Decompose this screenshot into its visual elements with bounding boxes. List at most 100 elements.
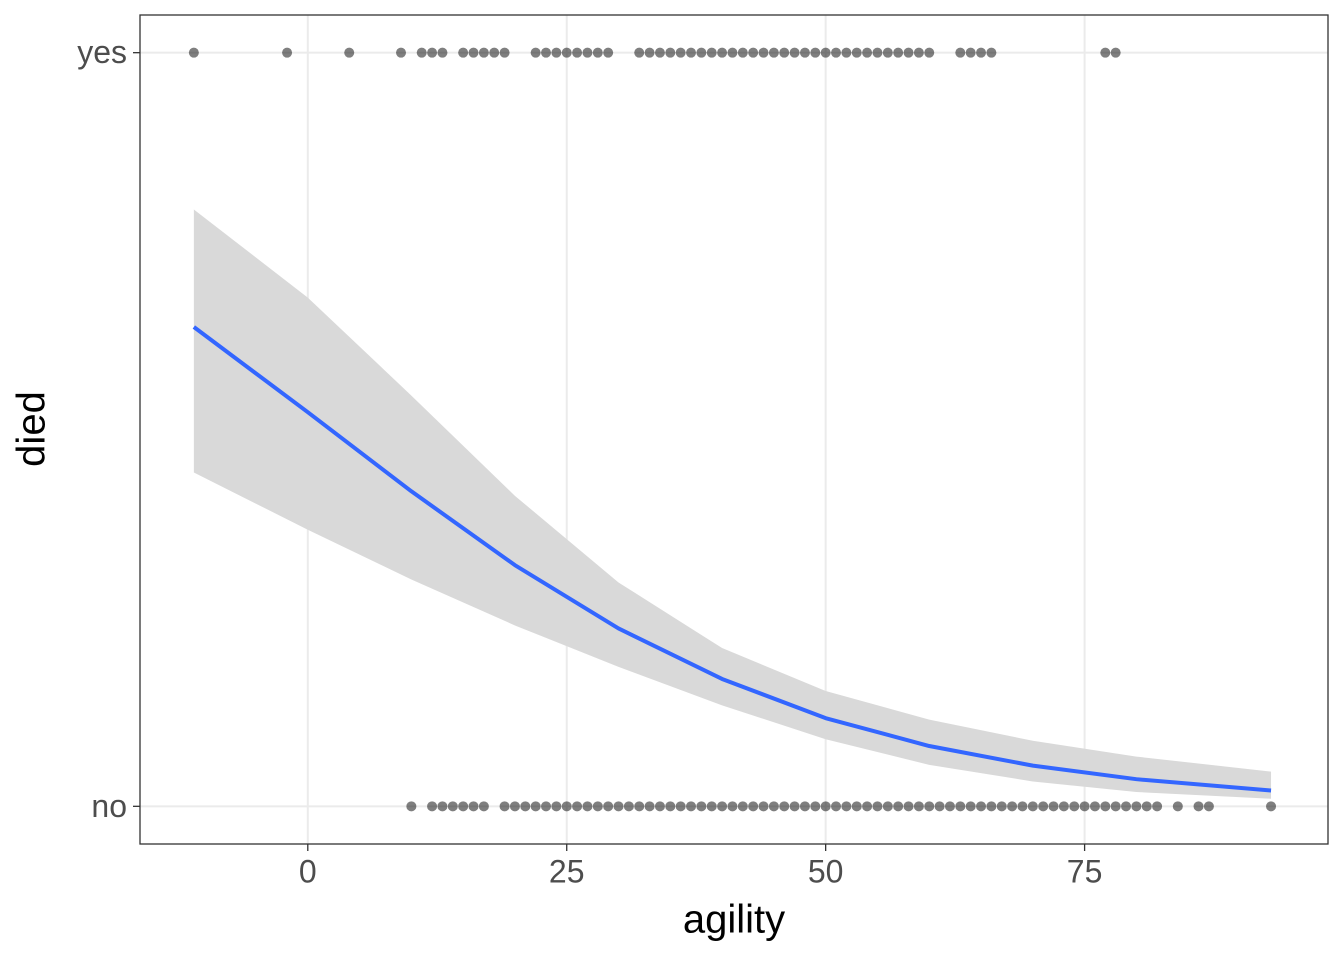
point <box>665 47 676 58</box>
y-tick-label: no <box>91 788 127 824</box>
point <box>1141 801 1152 812</box>
point <box>799 801 810 812</box>
point <box>1089 801 1100 812</box>
point <box>572 47 583 58</box>
point <box>862 801 873 812</box>
point <box>955 801 966 812</box>
point <box>427 47 438 58</box>
point <box>541 47 552 58</box>
point <box>789 801 800 812</box>
point <box>913 801 924 812</box>
point <box>1152 801 1163 812</box>
point <box>1100 801 1111 812</box>
point <box>1017 801 1028 812</box>
point <box>976 47 987 58</box>
point <box>406 801 417 812</box>
point <box>779 801 790 812</box>
point <box>996 801 1007 812</box>
point <box>686 47 697 58</box>
point <box>644 47 655 58</box>
point <box>1131 801 1142 812</box>
fit-layer <box>192 325 1272 793</box>
point <box>551 47 562 58</box>
point <box>1110 47 1121 58</box>
point <box>924 801 935 812</box>
point <box>748 47 759 58</box>
point <box>489 47 500 58</box>
point <box>934 801 945 812</box>
point <box>1121 801 1132 812</box>
points-layer <box>188 47 1277 812</box>
point <box>1100 47 1111 58</box>
point <box>913 47 924 58</box>
point <box>810 801 821 812</box>
point <box>541 801 552 812</box>
point <box>675 47 686 58</box>
x-tick-label: 0 <box>299 853 317 889</box>
point <box>686 801 697 812</box>
x-tick-label: 50 <box>808 853 844 889</box>
point <box>831 801 842 812</box>
point <box>758 47 769 58</box>
point <box>1172 801 1183 812</box>
point <box>882 801 893 812</box>
point <box>592 801 603 812</box>
point <box>282 47 293 58</box>
point <box>665 801 676 812</box>
point <box>820 801 831 812</box>
point <box>903 47 914 58</box>
point <box>706 801 717 812</box>
point <box>437 801 448 812</box>
point <box>623 801 634 812</box>
point <box>789 47 800 58</box>
point <box>634 47 645 58</box>
point <box>416 47 427 58</box>
point <box>696 47 707 58</box>
point <box>530 801 541 812</box>
point <box>458 801 469 812</box>
point <box>188 47 199 58</box>
point <box>344 47 355 58</box>
point <box>862 47 873 58</box>
point <box>561 801 572 812</box>
point <box>458 47 469 58</box>
point <box>717 801 728 812</box>
x-tick-label: 75 <box>1067 853 1103 889</box>
point <box>903 801 914 812</box>
x-axis-title: agility <box>683 898 785 942</box>
axes: 0 25 50 75 no yes <box>77 34 1102 889</box>
point <box>634 801 645 812</box>
point <box>893 801 904 812</box>
point <box>644 801 655 812</box>
point <box>965 801 976 812</box>
point <box>851 47 862 58</box>
point <box>478 801 489 812</box>
point <box>1266 801 1277 812</box>
point <box>810 47 821 58</box>
point <box>530 47 541 58</box>
point <box>1110 801 1121 812</box>
point <box>1007 801 1018 812</box>
point <box>1027 801 1038 812</box>
point <box>841 47 852 58</box>
x-tick-label: 25 <box>549 853 585 889</box>
point <box>986 801 997 812</box>
point <box>509 801 520 812</box>
point <box>592 47 603 58</box>
point <box>986 47 997 58</box>
point <box>1193 801 1204 812</box>
point <box>893 47 904 58</box>
point <box>1058 801 1069 812</box>
point <box>561 47 572 58</box>
point <box>706 47 717 58</box>
point <box>1079 801 1090 812</box>
point <box>851 801 862 812</box>
point <box>748 801 759 812</box>
point <box>572 801 583 812</box>
point <box>820 47 831 58</box>
point <box>872 47 883 58</box>
point <box>779 47 790 58</box>
y-tick-label: yes <box>77 34 127 70</box>
point <box>831 47 842 58</box>
